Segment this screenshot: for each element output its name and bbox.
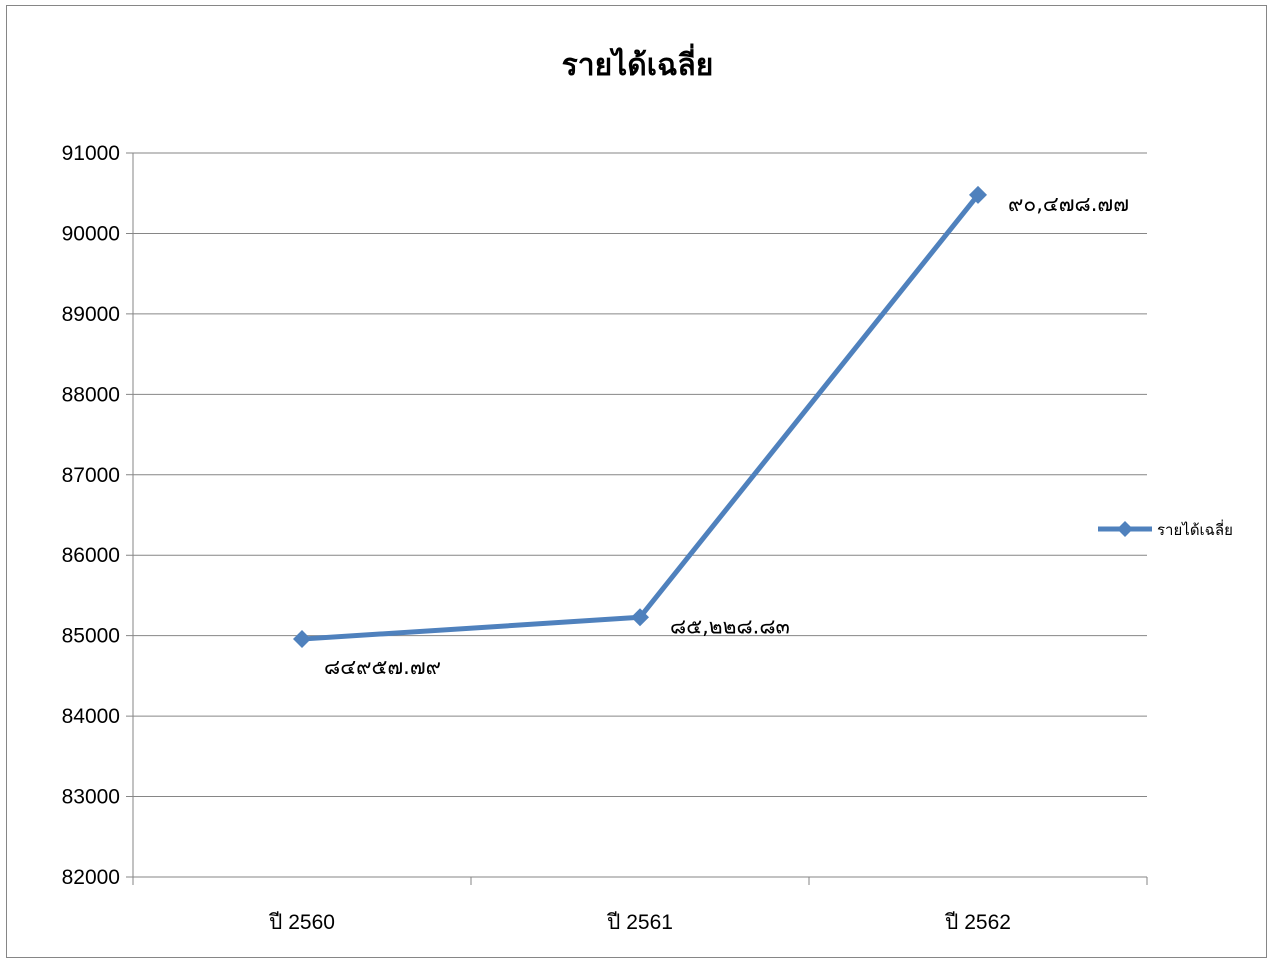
data-point-marker	[969, 185, 987, 204]
data-label: ๘๔๙๕๗.๗๙	[324, 655, 441, 679]
y-tick-label: 85000	[62, 625, 120, 648]
y-tick-label: 87000	[62, 464, 120, 487]
chart-frame: รายได้เฉลี่ย	[6, 5, 1267, 958]
series-line	[301, 193, 980, 642]
y-tick-label: 82000	[62, 866, 120, 889]
x-tick-label: ปี 2562	[944, 911, 1011, 934]
chart-title: รายได้เฉลี่ย	[561, 48, 714, 83]
y-tick-label: 89000	[62, 303, 120, 326]
data-label: ๘๕,๒๒๘.๘๓	[670, 614, 790, 638]
legend-label: รายได้เฉลี่ย	[1157, 519, 1233, 539]
y-tick-label: 91000	[62, 142, 120, 165]
legend-marker	[1117, 521, 1133, 537]
y-tick-label: 83000	[62, 786, 120, 809]
y-tick-label: 90000	[62, 222, 120, 245]
y-tick-label: 86000	[62, 544, 120, 567]
data-label: ๙๐,๔๗๘.๗๗	[1008, 192, 1129, 216]
x-tick-label: ปี 2560	[268, 911, 335, 934]
data-point-marker	[293, 630, 311, 649]
y-tick-label: 84000	[62, 705, 120, 728]
y-tick-label: 88000	[62, 383, 120, 406]
data-point-marker	[631, 608, 649, 627]
x-tick-label: ปี 2561	[606, 911, 673, 934]
